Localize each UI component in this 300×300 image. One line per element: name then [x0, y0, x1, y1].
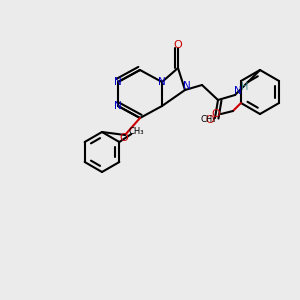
Text: O: O [120, 133, 128, 143]
Text: N: N [183, 81, 191, 91]
Text: N: N [114, 101, 122, 111]
Text: O: O [212, 109, 220, 119]
Text: O: O [206, 115, 214, 125]
Text: CH₃: CH₃ [129, 127, 144, 136]
Text: O: O [174, 40, 182, 50]
Text: N: N [234, 86, 242, 96]
Text: CH₃: CH₃ [200, 115, 216, 124]
Text: N: N [114, 77, 122, 87]
Text: N: N [158, 77, 166, 87]
Text: H: H [241, 82, 249, 92]
